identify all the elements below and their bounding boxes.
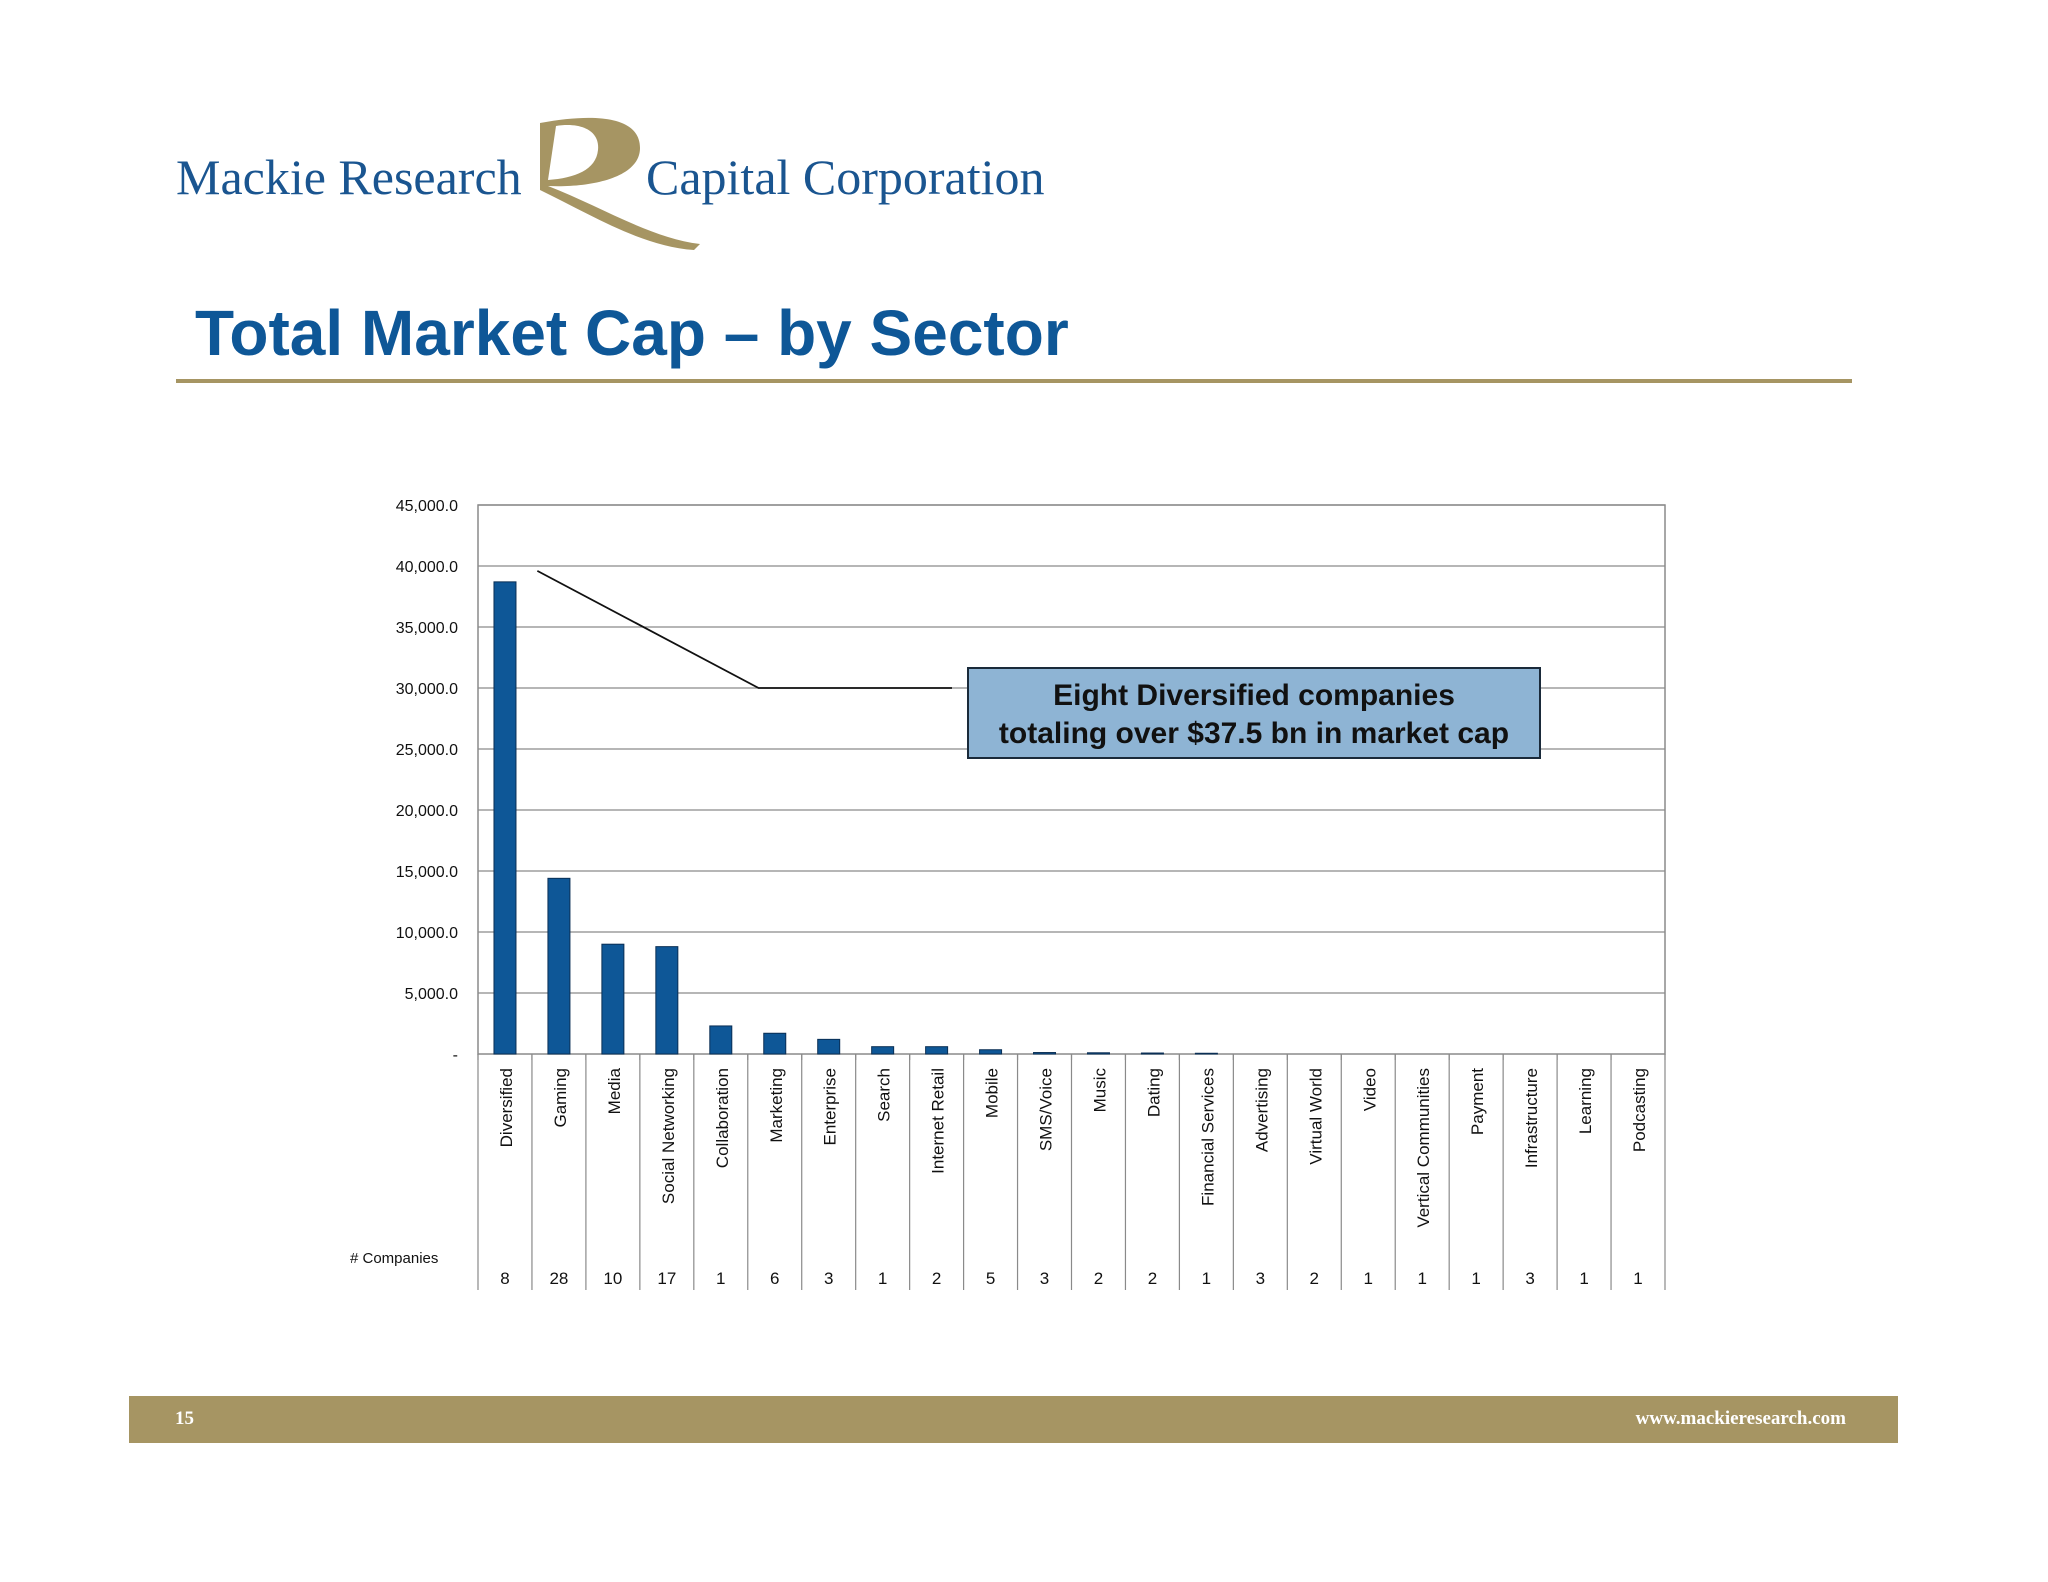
page-number: 15 — [175, 1408, 194, 1429]
bar — [547, 877, 571, 1055]
category-label: Diversified — [497, 1068, 516, 1147]
company-count: 1 — [1364, 1269, 1373, 1288]
companies-row-label: # Companies — [350, 1250, 438, 1267]
company-count: 5 — [986, 1269, 995, 1288]
callout-box: Eight Diversified companies totaling ove… — [967, 667, 1541, 759]
company-count: 10 — [603, 1269, 622, 1288]
y-tick-label: 40,000.0 — [396, 559, 458, 576]
company-count: 1 — [716, 1269, 725, 1288]
y-tick-label: 10,000.0 — [396, 925, 458, 942]
category-label: Vertical Communities — [1414, 1068, 1433, 1228]
category-label: Payment — [1468, 1068, 1487, 1135]
bar — [1033, 1052, 1057, 1055]
bar — [493, 581, 517, 1055]
category-label: Financial Services — [1198, 1068, 1217, 1206]
category-label: Music — [1090, 1068, 1109, 1113]
bar — [979, 1049, 1003, 1055]
category-label: SMS/Voice — [1037, 1068, 1056, 1151]
bar — [1086, 1052, 1110, 1055]
company-count: 17 — [657, 1269, 676, 1288]
category-label: Social Networking — [659, 1068, 678, 1204]
category-label: Infrastructure — [1522, 1068, 1541, 1168]
category-label: Virtual World — [1306, 1068, 1325, 1165]
company-count: 2 — [1310, 1269, 1319, 1288]
company-count: 1 — [1579, 1269, 1588, 1288]
company-count: 8 — [500, 1269, 509, 1288]
company-count: 3 — [1256, 1269, 1265, 1288]
logo-text-right: Capital Corporation — [646, 149, 1045, 205]
category-label: Gaming — [551, 1068, 570, 1128]
company-count: 1 — [1471, 1269, 1480, 1288]
category-label: Enterprise — [821, 1068, 840, 1145]
y-tick-label: 30,000.0 — [396, 681, 458, 698]
company-count: 6 — [770, 1269, 779, 1288]
category-label: Media — [605, 1067, 624, 1114]
y-tick-label: 45,000.0 — [396, 498, 458, 515]
company-count: 2 — [1148, 1269, 1157, 1288]
bar — [601, 943, 625, 1055]
y-tick-label: - — [453, 1047, 458, 1064]
slide-title: Total Market Cap – by Sector — [195, 297, 1069, 369]
category-label: Search — [875, 1068, 894, 1122]
bar — [763, 1032, 787, 1055]
company-count: 3 — [1040, 1269, 1049, 1288]
logo-text-left: Mackie Research — [176, 149, 522, 205]
category-label: Dating — [1144, 1068, 1163, 1117]
category-label: Learning — [1576, 1068, 1595, 1134]
category-label: Internet Retail — [929, 1068, 948, 1174]
bar — [925, 1046, 949, 1055]
company-count: 3 — [824, 1269, 833, 1288]
y-tick-label: 20,000.0 — [396, 803, 458, 820]
y-tick-label: 25,000.0 — [396, 742, 458, 759]
company-count: 1 — [1417, 1269, 1426, 1288]
title-divider — [176, 379, 1852, 383]
company-count: 1 — [1202, 1269, 1211, 1288]
category-label: Collaboration — [713, 1068, 732, 1168]
logo-r-mark — [540, 117, 700, 250]
y-tick-label: 5,000.0 — [405, 986, 458, 1003]
footer-bar: 15 www.mackieresearch.com — [129, 1396, 1898, 1443]
bar — [817, 1038, 841, 1055]
y-tick-label: 35,000.0 — [396, 620, 458, 637]
company-logo: Mackie Research Capital Corporation — [0, 0, 1100, 260]
company-count: 1 — [878, 1269, 887, 1288]
bar — [871, 1046, 895, 1055]
bar — [1194, 1052, 1218, 1055]
category-label: Mobile — [983, 1068, 1002, 1118]
company-count: 2 — [932, 1269, 941, 1288]
company-count: 28 — [549, 1269, 568, 1288]
company-count: 3 — [1525, 1269, 1534, 1288]
category-label: Marketing — [767, 1068, 786, 1143]
footer-url: www.mackieresearch.com — [1635, 1408, 1846, 1429]
callout-line-2: totaling over $37.5 bn in market cap — [998, 717, 1510, 750]
category-label: Podcasting — [1630, 1068, 1649, 1152]
bar — [1140, 1052, 1164, 1055]
category-label: Advertising — [1252, 1068, 1271, 1152]
callout-leader-line — [536, 570, 952, 689]
callout-line-1: Eight Diversified companies — [1053, 679, 1455, 712]
category-label: Video — [1360, 1068, 1379, 1111]
bar — [709, 1025, 733, 1055]
company-count: 1 — [1633, 1269, 1642, 1288]
y-tick-label: 15,000.0 — [396, 864, 458, 881]
bar — [655, 946, 679, 1055]
company-count: 2 — [1094, 1269, 1103, 1288]
